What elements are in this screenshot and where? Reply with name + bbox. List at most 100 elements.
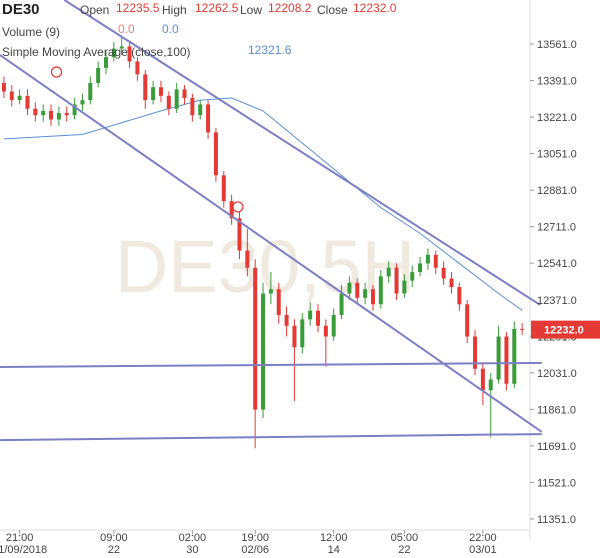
candle-body [378,276,383,305]
candle-body [433,254,438,268]
x-tick-date: 30 [186,544,198,556]
candle-body [488,379,493,391]
candle-body [166,95,171,109]
candle-body [253,267,258,410]
candle-body [127,46,132,62]
y-tick-label: 12031.0 [537,368,577,380]
candle-body [449,278,454,288]
candle-body [308,310,313,320]
x-tick-label: 12:00 [320,532,348,544]
close-value: 12232.0 [353,1,397,15]
candle-body [80,100,85,105]
candle-body [284,315,289,326]
x-tick-label: 09:00 [100,532,128,544]
candle-body [111,48,116,58]
high-value: 12262.5 [195,1,239,15]
candle-body [347,282,352,294]
candle-body [119,46,124,49]
trendline [0,361,542,369]
candle-body [441,267,446,279]
x-tick-date: 22 [108,544,120,556]
y-tick-label: 11521.0 [537,477,576,489]
candle-body [418,263,423,273]
symbol: DE30 [2,1,40,18]
candle-body [229,201,234,219]
candle-body [363,289,368,298]
candle-body [261,293,266,410]
open-value: 12235.5 [116,1,160,15]
y-tick-label: 13221.0 [537,112,577,124]
candle-body [480,368,485,391]
trendline [63,0,541,306]
candle-body [17,95,22,101]
candle-body [331,315,336,337]
x-tick-date: 22 [398,544,410,556]
last-price-box [531,320,600,339]
candle-body [355,282,360,298]
y-tick-label: 12711.0 [537,222,576,234]
x-tick-label: 19:00 [241,532,269,544]
volume-value: 0.0 [118,22,135,36]
candle-body [190,97,195,116]
x-tick-date: 03/01 [469,544,497,556]
close-label: Close [317,3,348,17]
candle-body [496,336,501,380]
candle-body [49,110,54,120]
candle-body [237,218,242,251]
candle-body [135,61,140,75]
candle-body [198,104,203,116]
candle-body [64,113,69,116]
candle-body [457,287,462,305]
sma-line [3,97,523,311]
candle-body [245,250,250,268]
candle-body [72,104,77,116]
y-tick-label: 11691.0 [537,441,576,453]
y-tick-label: 11861.0 [537,404,576,416]
candle-body [425,254,430,264]
candle-body [520,328,525,330]
candle-body [221,175,226,202]
low-label: Low [240,3,262,17]
candle-body [9,91,14,101]
candle-body [143,74,148,101]
y-tick-label: 11351.0 [537,514,576,526]
candle-body [370,289,375,305]
candle-body [158,87,163,96]
trendline [0,433,542,442]
candle-body [504,336,509,384]
candle-body [292,325,297,348]
y-tick-label: 12881.0 [537,185,577,197]
y-tick-label: 13561.0 [537,39,577,51]
last-price-label: 12232.0 [544,325,584,337]
candle-body [174,89,179,109]
candle-body [151,87,156,101]
x-tick-date: 14 [328,544,340,556]
y-tick-label: 13051.0 [537,149,577,161]
x-tick-label: 02:00 [179,532,207,544]
candle-body [268,289,273,294]
candle-body [316,310,320,326]
candle-body [394,267,399,294]
y-tick-label: 12371.0 [537,295,577,307]
candle-body [402,280,407,294]
candle-body [41,110,46,116]
candle-body [182,89,187,98]
volume-label: Volume (9) [2,25,60,39]
candle-body [512,328,517,384]
candle-body [276,289,281,316]
candle-body [104,57,108,68]
candle-body [410,272,415,281]
candle-body [213,132,218,176]
candle-body [300,319,305,348]
candle-body [96,67,101,83]
x-tick-label: 22:00 [469,532,497,544]
sma-value: 12321.6 [248,43,292,57]
y-tick-label: 12541.0 [537,258,577,270]
y-tick-label: 13391.0 [537,76,577,88]
trend-anchor [232,201,244,213]
candle-body [33,108,38,116]
x-tick-date: 02/06 [241,544,269,556]
high-label: High [162,3,187,17]
candle-body [465,304,470,337]
